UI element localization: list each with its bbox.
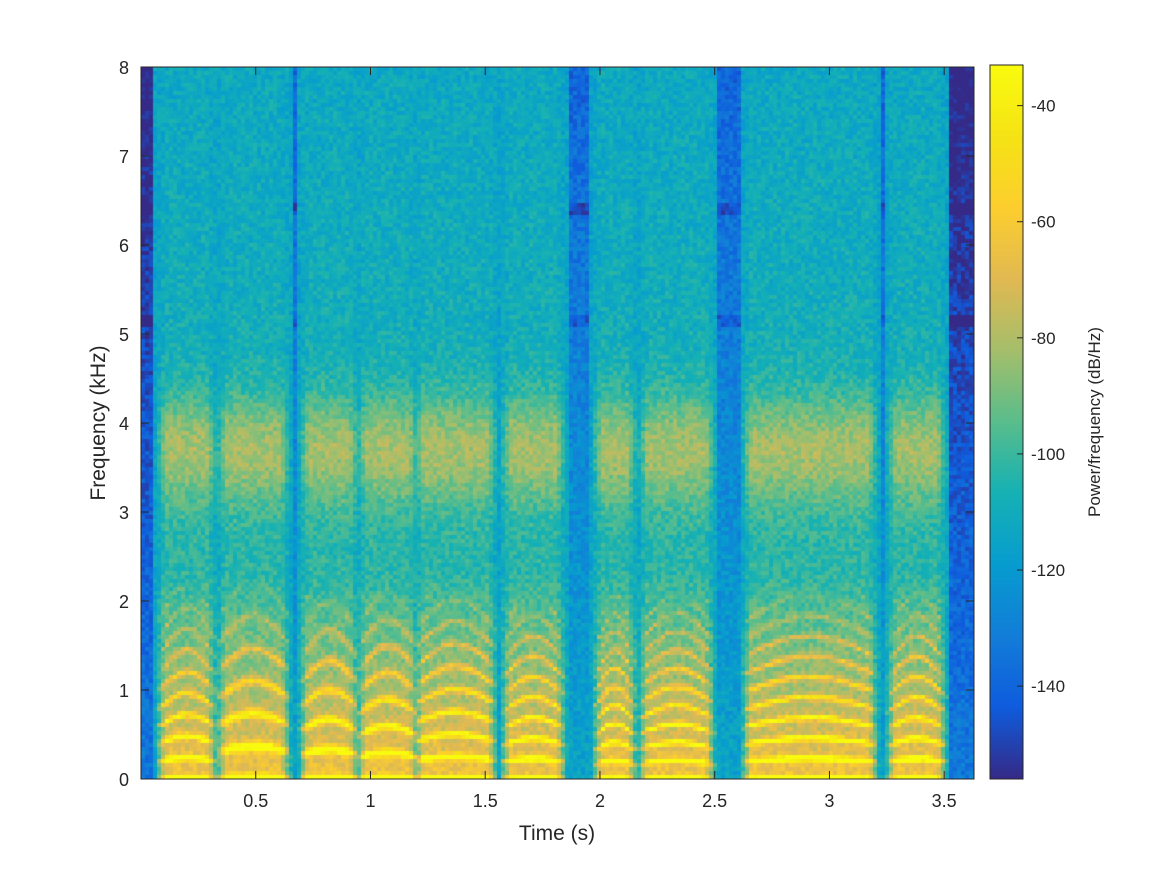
spectrogram-image bbox=[141, 67, 974, 779]
y-tick-label: 4 bbox=[119, 414, 129, 434]
x-axis-label: Time (s) bbox=[519, 822, 595, 845]
plot-area[interactable] bbox=[140, 66, 975, 780]
colorbar-gradient bbox=[990, 65, 1023, 779]
colorbar-label: Power/frequency (dB/Hz) bbox=[1085, 327, 1104, 517]
x-tick-label: 1.5 bbox=[473, 791, 498, 811]
x-tick-label: 0.5 bbox=[243, 791, 268, 811]
x-tick-label: 3 bbox=[824, 791, 834, 811]
y-tick-label: 6 bbox=[119, 236, 129, 256]
colorbar-tick-label: -100 bbox=[1031, 445, 1065, 464]
y-axis-label: Frequency (kHz) bbox=[87, 345, 110, 500]
x-tick-label: 2 bbox=[595, 791, 605, 811]
x-tick-label: 1 bbox=[365, 791, 375, 811]
y-tick-label: 0 bbox=[119, 770, 129, 790]
x-tick-label: 2.5 bbox=[702, 791, 727, 811]
y-tick-label: 3 bbox=[119, 503, 129, 523]
colorbar-tick-label: -120 bbox=[1031, 561, 1065, 580]
x-axis-ticks: 0.5 1 1.5 2 2.5 3 3.5 bbox=[243, 67, 957, 811]
colorbar-tick-label: -140 bbox=[1031, 677, 1065, 696]
x-tick-label: 3.5 bbox=[932, 791, 957, 811]
y-tick-label: 1 bbox=[119, 681, 129, 701]
colorbar-ticks: -40 -60 -80 -100 -120 -140 bbox=[1017, 97, 1065, 696]
y-tick-label: 8 bbox=[119, 58, 129, 78]
colorbar-tick-label: -60 bbox=[1031, 213, 1056, 232]
colorbar-tick-label: -40 bbox=[1031, 97, 1056, 116]
colorbar-tick-label: -80 bbox=[1031, 329, 1056, 348]
y-tick-label: 2 bbox=[119, 592, 129, 612]
colorbar-box bbox=[989, 64, 1024, 780]
y-axis-ticks: 0 1 2 3 4 5 6 7 8 bbox=[119, 58, 974, 790]
y-tick-label: 7 bbox=[119, 147, 129, 167]
y-tick-label: 5 bbox=[119, 325, 129, 345]
colorbar[interactable] bbox=[989, 64, 1024, 780]
